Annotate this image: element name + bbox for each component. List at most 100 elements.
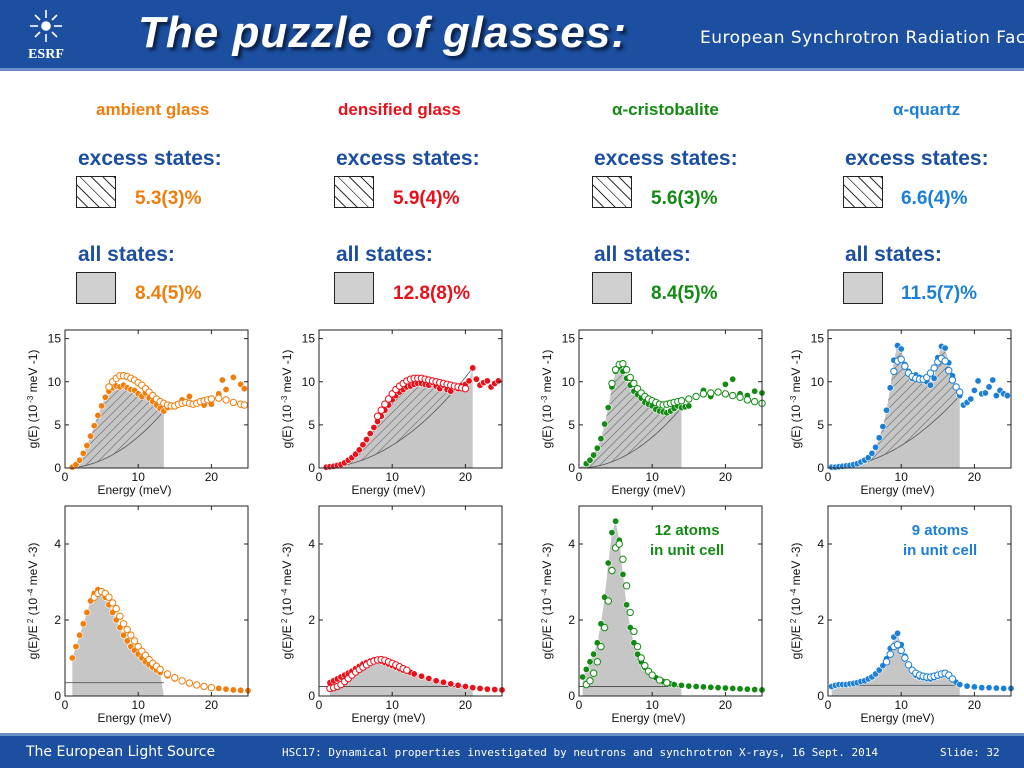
- y-tick-label: 0: [308, 461, 315, 475]
- excess-value-densified: 5.9(4)%: [393, 188, 460, 209]
- excess-label-ambient: excess states:: [78, 147, 222, 170]
- data-point: [593, 444, 601, 452]
- x-tick-label: 10: [386, 470, 400, 484]
- data-point: [222, 386, 230, 394]
- data-point: [454, 681, 462, 689]
- data-point: [483, 685, 491, 693]
- all-value-densified: 12.8(8)%: [393, 283, 471, 304]
- data-point-open: [637, 654, 645, 662]
- data-point: [432, 677, 440, 685]
- data-point: [237, 686, 245, 694]
- x-axis-label: Energy (meV): [97, 711, 171, 725]
- y-axis-label: g(E) (10 -3 meV -1): [540, 350, 555, 449]
- data-point: [120, 631, 128, 639]
- data-point: [619, 570, 627, 578]
- data-point-open: [112, 604, 120, 613]
- data-point-open: [116, 612, 124, 620]
- plot-frame: [578, 505, 763, 697]
- hatch-swatch-cristobalite: [592, 176, 632, 208]
- data-point: [721, 684, 729, 692]
- data-point: [83, 608, 91, 616]
- data-point: [79, 449, 87, 457]
- data-point: [970, 386, 978, 394]
- data-point: [872, 443, 880, 451]
- data-point-open: [648, 671, 656, 679]
- header-bar: [0, 0, 1024, 68]
- x-tick-label: 10: [132, 698, 146, 712]
- data-point-open: [619, 359, 627, 368]
- data-point: [579, 673, 587, 681]
- excess-value-ambient: 5.3(3)%: [135, 188, 202, 209]
- data-point: [222, 685, 230, 693]
- y-tick-label: 5: [817, 418, 824, 432]
- data-point-open: [750, 397, 759, 406]
- data-point-open: [185, 679, 194, 687]
- data-point-open: [163, 670, 172, 678]
- data-point: [94, 411, 102, 419]
- x-tick-label: 10: [132, 470, 146, 484]
- y-tick-label: 2: [54, 613, 61, 627]
- data-point: [229, 686, 237, 694]
- y-tick-label: 15: [811, 332, 825, 346]
- data-point: [868, 449, 876, 457]
- data-point-open: [930, 364, 938, 372]
- data-point-open: [893, 641, 902, 649]
- data-point-open: [926, 369, 935, 377]
- data-point: [491, 686, 499, 694]
- data-point: [612, 517, 620, 525]
- y-tick-label: 0: [308, 689, 315, 703]
- chart-densified-reduced: 0 10 20 0 2 4 Energy (meV) g(E)/E 2 (10 -4 meV …: [280, 505, 506, 725]
- y-tick-label: 10: [302, 375, 316, 389]
- data-point: [469, 364, 477, 372]
- data-point: [355, 446, 363, 454]
- data-point-open: [886, 650, 894, 658]
- data-point-open: [207, 395, 216, 403]
- page-title: The puzzle of glasses:: [138, 8, 627, 57]
- x-tick-label: 0: [316, 470, 323, 484]
- data-point: [370, 423, 378, 431]
- data-point: [366, 430, 374, 438]
- data-point-open: [381, 400, 389, 408]
- data-point: [476, 684, 484, 692]
- all-label-quartz: all states:: [845, 243, 942, 266]
- data-point-open: [941, 357, 949, 365]
- data-point: [79, 620, 87, 628]
- column-title-densified: densified glass: [338, 100, 461, 119]
- data-point: [707, 683, 715, 691]
- all-value-quartz: 11.5(7)%: [901, 283, 978, 304]
- excess-states-area: [828, 345, 960, 468]
- data-point-open: [178, 677, 186, 685]
- data-point: [743, 685, 751, 693]
- note-quartz: 9 atoms in unit cell: [903, 522, 978, 559]
- data-point-open: [608, 379, 616, 388]
- data-point-open: [729, 391, 737, 400]
- column-title-quartz: α-quartz: [893, 100, 961, 119]
- data-point-open: [626, 373, 634, 382]
- excess-states-area: [579, 367, 682, 468]
- data-point: [985, 383, 993, 391]
- x-axis-label: Energy (meV): [611, 483, 685, 497]
- data-point-open: [622, 365, 631, 374]
- fill-swatch-densified: [334, 272, 374, 304]
- x-tick-label: 0: [62, 470, 69, 484]
- x-tick-label: 20: [968, 698, 982, 712]
- data-point: [123, 637, 131, 645]
- data-point: [894, 629, 902, 637]
- data-point: [879, 423, 887, 431]
- data-point: [875, 666, 883, 674]
- data-point-open: [655, 676, 664, 684]
- data-point-open: [736, 393, 744, 401]
- data-point-open: [707, 389, 715, 397]
- x-tick-label: 20: [968, 470, 982, 484]
- data-point-open: [461, 384, 470, 393]
- data-point: [886, 384, 894, 392]
- data-point: [721, 380, 729, 388]
- chart-cristobalite-dos: 0 10 20 0 5 10 15 Energy (meV) g(E) (10 -3 meV -…: [540, 329, 766, 497]
- plot-frame: [578, 329, 763, 469]
- all-value-ambient: 8.4(5)%: [135, 283, 202, 304]
- data-point-open: [589, 669, 598, 677]
- data-point-open: [222, 396, 230, 404]
- chart-quartz-dos: 0 10 20 0 5 10 15 Energy (meV) g(E) (10 -3 meV -…: [789, 329, 1012, 497]
- data-point: [926, 381, 934, 389]
- debye-curve: [578, 407, 682, 469]
